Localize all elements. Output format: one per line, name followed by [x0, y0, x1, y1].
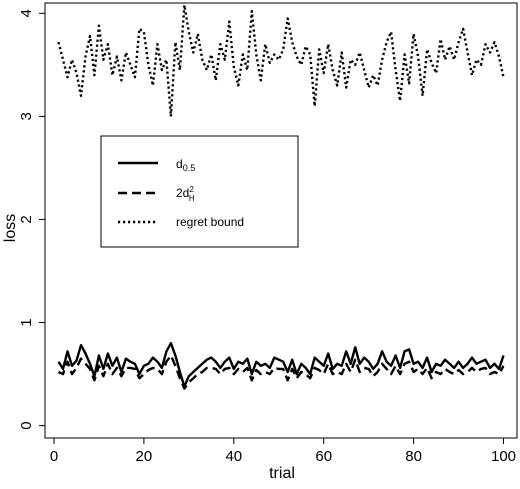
y-tick-label: 3: [18, 112, 35, 120]
legend-label-1: 2d2 H: [176, 185, 195, 203]
series-line-0: [57, 342, 505, 388]
legend-label-2: regret bound: [176, 215, 244, 229]
y-axis-title: loss: [2, 214, 19, 242]
x-tick-label: 20: [136, 448, 153, 465]
x-tick-label: 80: [405, 448, 422, 465]
x-tick-label: 60: [315, 448, 332, 465]
x-tick-label: 100: [491, 448, 516, 465]
plot-frame: [44, 2, 518, 439]
legend-label-0: d0.5: [176, 157, 195, 173]
x-tick-label: 0: [50, 448, 58, 465]
y-tick-label: 0: [18, 421, 35, 429]
series-line-2: [57, 3, 505, 118]
legend: d0.5 2d2 H regret bound: [100, 135, 299, 248]
axes-layer: 0 20 40 60 80 100 0 1 2 3 4: [18, 2, 518, 465]
y-tick-label: 1: [18, 318, 35, 326]
y-tick-label: 2: [18, 215, 35, 223]
legend-box: [100, 135, 299, 248]
series-line-1: [57, 354, 505, 390]
y-tick-label: 4: [18, 9, 35, 17]
x-axis-title: trial: [269, 465, 295, 482]
series-layer: [57, 3, 505, 390]
x-tick-label: 40: [225, 448, 242, 465]
